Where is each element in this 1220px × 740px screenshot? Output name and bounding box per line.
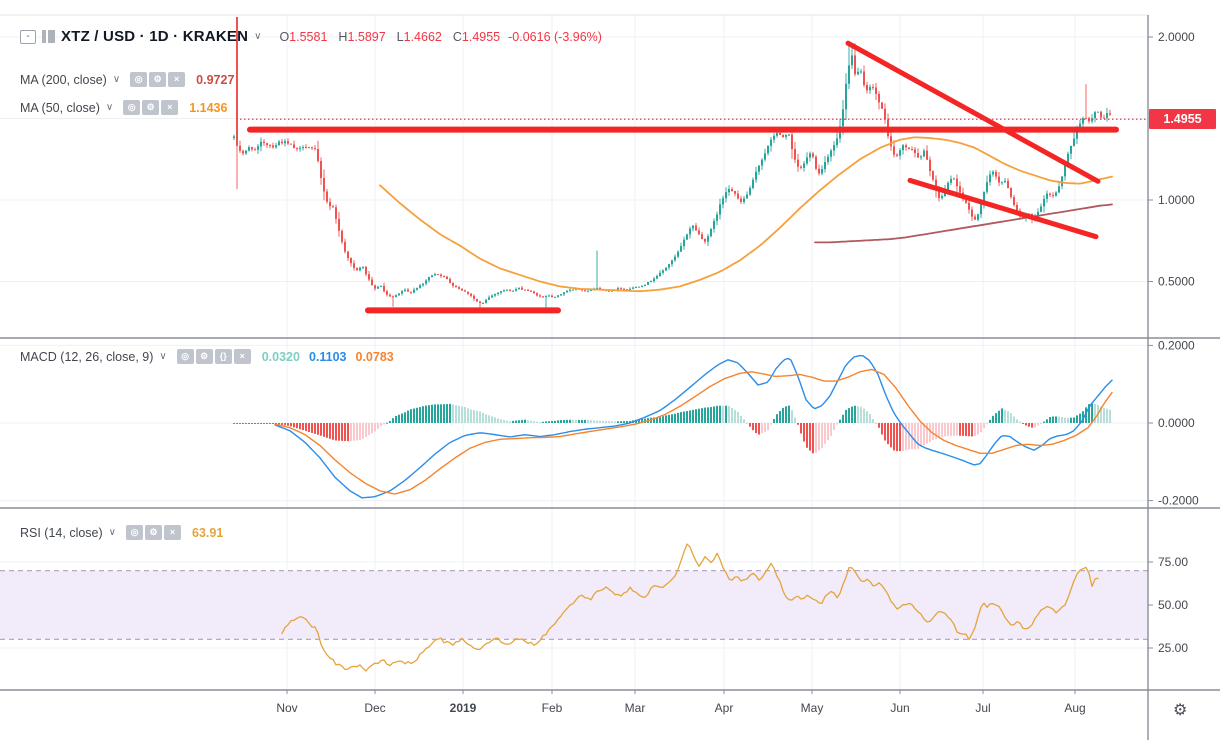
ohlc-low: L1.4662 — [396, 29, 442, 44]
settings-gear-icon[interactable]: ⚙ — [149, 72, 167, 87]
collapse-pane-button[interactable]: - — [20, 29, 36, 44]
ma50-label[interactable]: MA (50, close) — [20, 100, 100, 115]
macd-label[interactable]: MACD (12, 26, close, 9) — [20, 349, 154, 364]
svg-text:0.0000: 0.0000 — [1158, 416, 1195, 430]
svg-text:Dec: Dec — [364, 701, 385, 715]
chevron-down-icon[interactable]: ∨ — [254, 31, 262, 42]
settings-gear-icon[interactable]: ⚙ — [195, 349, 213, 364]
svg-text:May: May — [801, 701, 824, 715]
rsi-label[interactable]: RSI (14, close) — [20, 525, 103, 540]
ohlc-open: O1.5581 — [279, 29, 328, 44]
svg-text:Nov: Nov — [276, 701, 297, 715]
svg-text:Apr: Apr — [715, 701, 734, 715]
ma200-value: 0.9727 — [196, 72, 235, 87]
eye-icon[interactable]: ◎ — [126, 525, 143, 540]
rsi-value: 63.91 — [192, 525, 224, 540]
ma200-legend: MA (200, close) ∨ ◎ ⚙ × 0.9727 — [20, 72, 234, 87]
svg-text:Mar: Mar — [625, 701, 646, 715]
chevron-down-icon[interactable]: ∨ — [105, 102, 114, 113]
svg-text:25.00: 25.00 — [1158, 641, 1188, 655]
axis-settings-gear-icon[interactable]: ⚙ — [1173, 702, 1188, 719]
symbol-logo-icon — [42, 30, 55, 43]
close-icon[interactable]: × — [164, 525, 181, 540]
macd-values: 0.0320 0.1103 0.0783 — [262, 350, 394, 364]
eye-icon[interactable]: ◎ — [123, 100, 141, 115]
change-value: -0.0616 (-3.96%) — [508, 29, 602, 44]
svg-text:75.00: 75.00 — [1158, 555, 1188, 569]
ma50-value: 1.1436 — [189, 100, 228, 115]
ohlc-readout: O1.5581 H1.5897 L1.4662 C1.4955 — [279, 30, 500, 44]
svg-text:0.5000: 0.5000 — [1158, 275, 1195, 289]
svg-text:Feb: Feb — [542, 701, 563, 715]
svg-text:50.00: 50.00 — [1158, 598, 1188, 612]
svg-text:Jun: Jun — [890, 701, 909, 715]
symbol-legend: - XTZ / USD · 1D · KRAKEN ∨ O1.5581 H1.5… — [20, 28, 602, 45]
symbol-title[interactable]: XTZ / USD · 1D · KRAKEN — [61, 28, 249, 45]
macd-hist-value: 0.0320 — [261, 349, 300, 364]
settings-gear-icon[interactable]: ⚙ — [142, 100, 160, 115]
eye-icon[interactable]: ◎ — [176, 349, 194, 364]
svg-text:0.2000: 0.2000 — [1158, 338, 1195, 352]
source-code-icon[interactable]: {} — [214, 349, 232, 364]
current-price-badge: 1.4955 — [1149, 109, 1216, 130]
svg-text:-0.2000: -0.2000 — [1158, 494, 1199, 508]
ohlc-close: C1.4955 — [452, 29, 501, 44]
macd-legend: MACD (12, 26, close, 9) ∨ ◎ ⚙ {} × 0.032… — [20, 349, 394, 364]
chevron-down-icon[interactable]: ∨ — [112, 74, 121, 85]
close-icon[interactable]: × — [168, 72, 186, 87]
svg-text:2019: 2019 — [450, 701, 477, 715]
rsi-legend: RSI (14, close) ∨ ◎ ⚙ × 63.91 — [20, 525, 223, 540]
svg-text:1.0000: 1.0000 — [1158, 193, 1195, 207]
svg-text:Jul: Jul — [975, 701, 990, 715]
macd-signal-value: 0.0783 — [355, 349, 394, 364]
settings-gear-icon[interactable]: ⚙ — [145, 525, 162, 540]
svg-text:Aug: Aug — [1064, 701, 1085, 715]
eye-icon[interactable]: ◎ — [130, 72, 148, 87]
svg-text:2.0000: 2.0000 — [1158, 30, 1195, 44]
chevron-down-icon[interactable]: ∨ — [159, 351, 167, 362]
ma50-legend: MA (50, close) ∨ ◎ ⚙ × 1.1436 — [20, 100, 227, 115]
ohlc-high: H1.5897 — [338, 29, 386, 44]
collapse-icon: - — [26, 30, 30, 42]
close-icon[interactable]: × — [161, 100, 179, 115]
macd-line-value: 0.1103 — [308, 349, 347, 364]
chevron-down-icon[interactable]: ∨ — [108, 527, 116, 538]
ma200-label[interactable]: MA (200, close) — [20, 72, 107, 87]
close-icon[interactable]: × — [233, 349, 251, 364]
